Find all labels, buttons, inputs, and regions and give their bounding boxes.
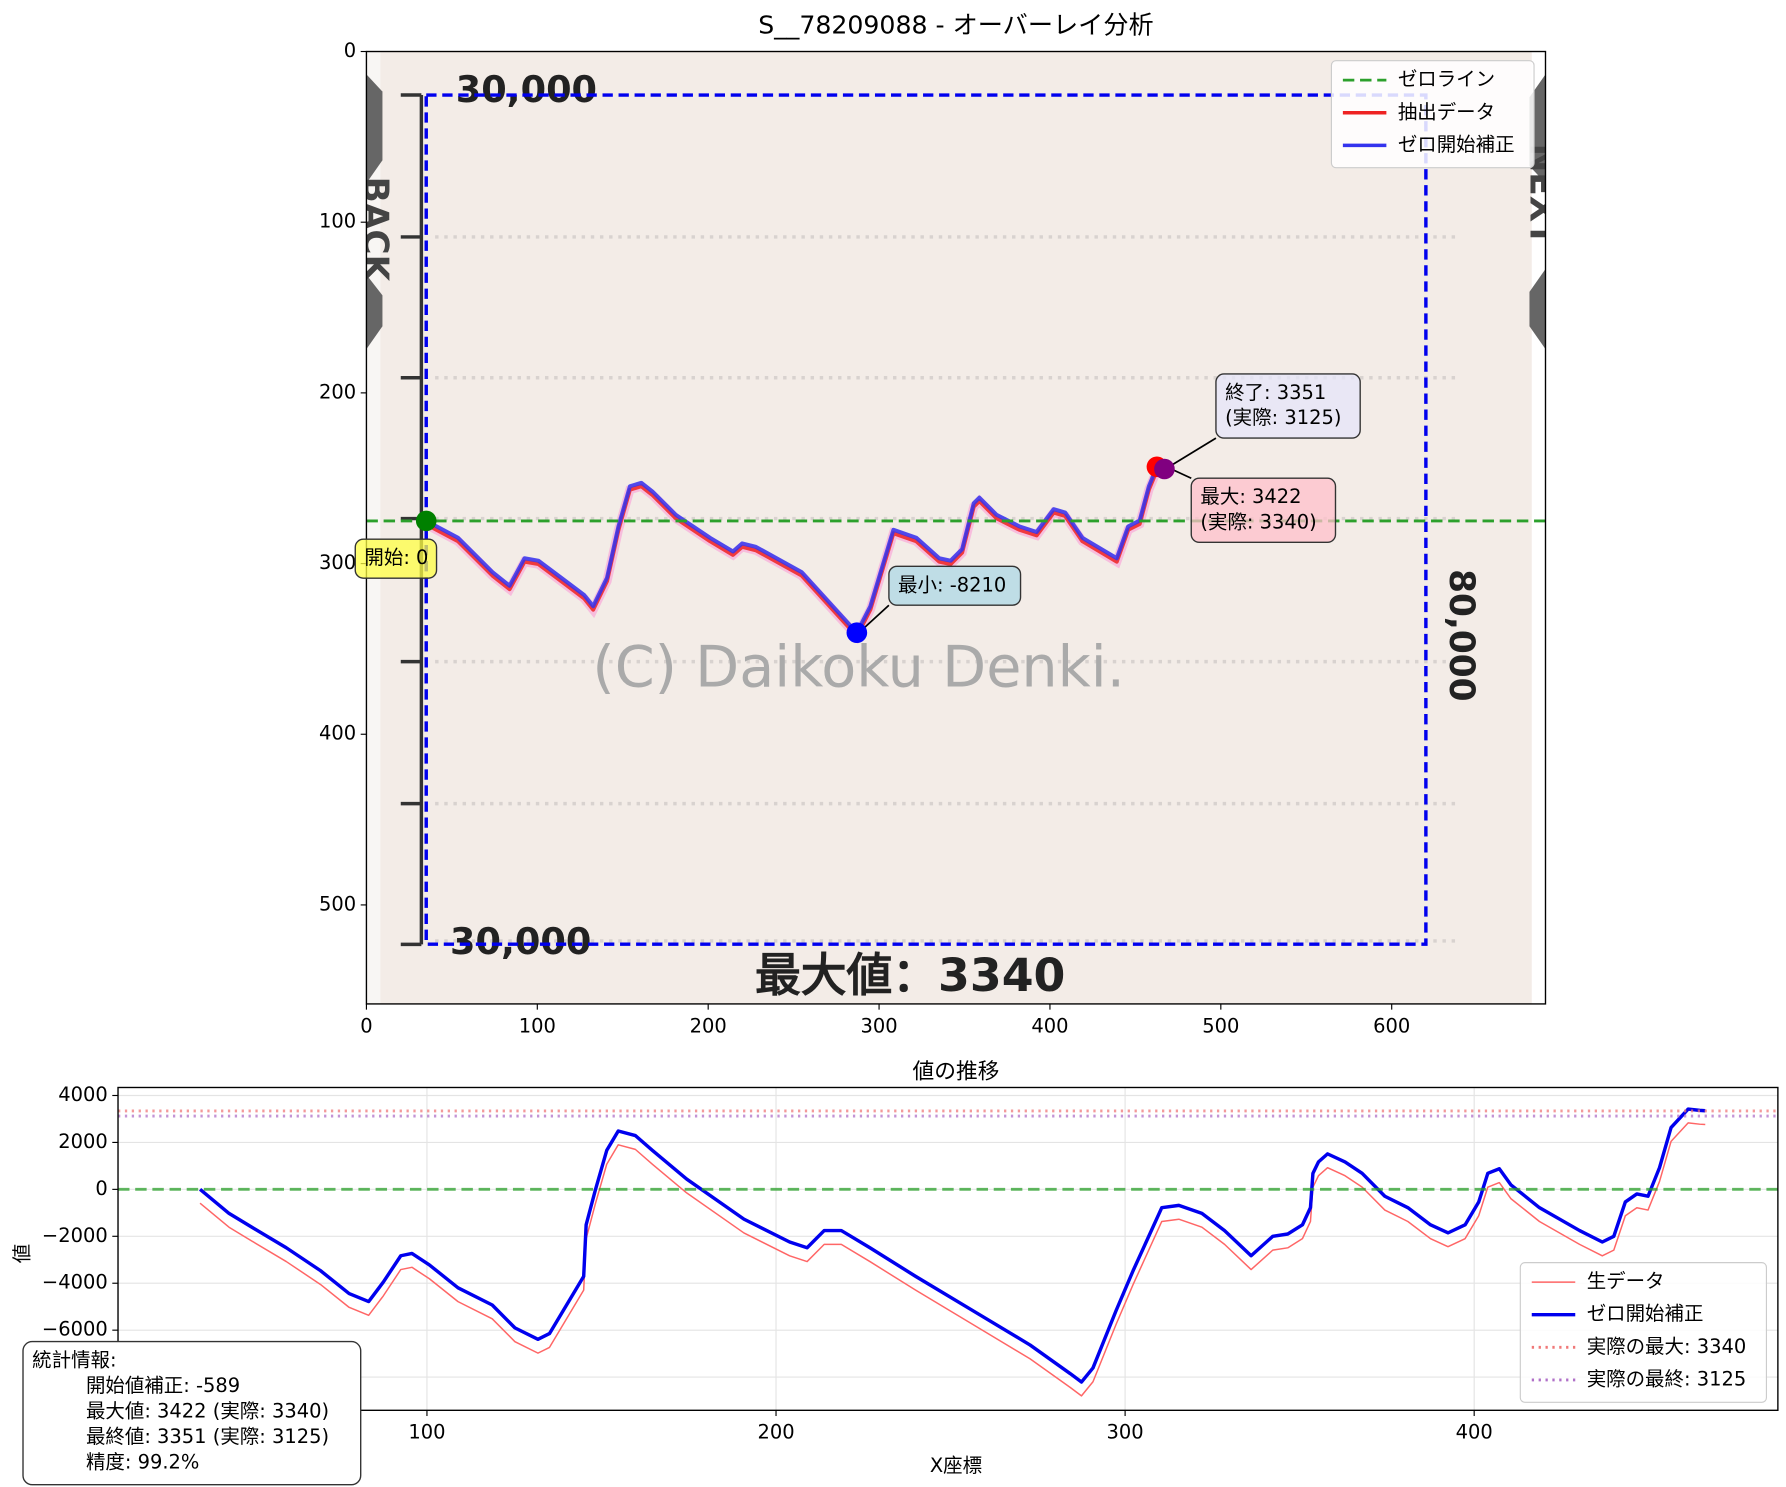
annotation-text: (実際: 3340) (1200, 510, 1316, 533)
axes-frame (117, 1086, 1779, 1411)
annotation-box (1215, 373, 1361, 439)
y-tick-label: 0 (344, 39, 356, 62)
x-tick-label: 400 (1456, 1421, 1493, 1444)
x-tick-label: 200 (757, 1421, 794, 1444)
chart-title: S__78209088 - オーバーレイ分析 (758, 10, 1153, 39)
point-marker (846, 622, 868, 643)
image-text: 30,000 (456, 68, 597, 111)
plot-content (118, 1087, 1778, 1411)
legend-label: ゼロ開始補正 (1398, 133, 1515, 156)
image-text: 最大値：3340 (755, 949, 1065, 1002)
annotation-box (354, 538, 438, 579)
image-background (380, 51, 1532, 1004)
annotation-box (1190, 477, 1337, 544)
annotation-arrow (860, 604, 890, 632)
legend-label: 実際の最大: 3340 (1587, 1335, 1747, 1358)
x-tick-label: 300 (1107, 1421, 1144, 1444)
plot-area: 30,000 30,000 (C) Daikoku Denki. 最大値：3340 80… (355, 51, 1546, 1004)
image-arrow (1529, 269, 1546, 350)
x-tick-label: 300 (860, 1014, 897, 1037)
point-marker (1154, 458, 1175, 480)
x-tick-label: 100 (519, 1014, 556, 1037)
y-tick-label: 500 (319, 892, 356, 915)
stats-line: 最終値: 3351 (実際: 3125) (86, 1425, 329, 1448)
stats-title: 統計情報: (32, 1349, 116, 1372)
stats-line: 最大値: 3422 (実際: 3340) (86, 1399, 329, 1422)
y-tick-label: −6000 (42, 1318, 108, 1341)
image-text: BACK (355, 177, 395, 283)
y-tick-label: 300 (319, 551, 356, 574)
y-tick-label: −2000 (42, 1224, 108, 1247)
legend-label: ゼロ開始補正 (1587, 1302, 1704, 1325)
annotation-text: 開始: 0 (364, 546, 428, 569)
x-tick-label: 500 (1202, 1014, 1239, 1037)
legend-label: 抽出データ (1398, 100, 1495, 123)
x-tick-label: 200 (690, 1014, 727, 1037)
y-axis-label: 値 (11, 1244, 34, 1263)
stats-box (22, 1340, 362, 1486)
annotation-box (888, 565, 1022, 606)
plot-content: 30,000 30,000 (C) Daikoku Denki. 最大値：3340 80… (355, 51, 1546, 1004)
legend-label: 実際の最終: 3125 (1587, 1367, 1747, 1390)
annotation-text: 最大: 3422 (1200, 485, 1301, 508)
axes-frame (365, 50, 1547, 1005)
y-tick-label: 0 (95, 1177, 107, 1200)
y-tick-label: 4000 (58, 1083, 108, 1106)
annotation-text: 最小: -8210 (898, 573, 1006, 596)
annotation-text: (実際: 3125) (1225, 406, 1341, 429)
y-tick-label: −4000 (42, 1271, 108, 1294)
y-tick-label: 400 (319, 722, 356, 745)
y-tick-label: 200 (319, 380, 356, 403)
stats-line: 開始値補正: -589 (86, 1374, 240, 1397)
x-axis-label: X座標 (930, 1454, 982, 1477)
image-arrow (366, 274, 383, 350)
annotation-arrow (1168, 437, 1217, 468)
annotation-text: 終了: 3351 (1225, 381, 1326, 404)
data-line (198, 1107, 1706, 1384)
x-tick-label: 100 (408, 1421, 445, 1444)
image-text: (C) Daikoku Denki. (592, 634, 1125, 700)
image-text: 30,000 (450, 920, 591, 963)
x-tick-label: 600 (1373, 1014, 1410, 1037)
y-tick-label: 2000 (58, 1130, 108, 1153)
image-text: 80,000 (1441, 569, 1481, 701)
legend-label: 生データ (1587, 1270, 1665, 1293)
x-tick-label: 0 (360, 1014, 372, 1037)
point-marker (415, 510, 437, 532)
chart-title: 値の推移 (912, 1060, 999, 1085)
y-tick-label: 100 (319, 210, 356, 233)
image-arrow (366, 74, 383, 184)
plot-area (118, 1087, 1778, 1411)
legend-label: ゼロライン (1398, 68, 1495, 91)
legend-box (1330, 60, 1535, 169)
axes-background (118, 1087, 1778, 1411)
legend-box (1519, 1262, 1767, 1403)
stats-line: 精度: 99.2% (86, 1450, 199, 1473)
data-line (199, 1122, 1706, 1397)
x-tick-label: 400 (1031, 1014, 1068, 1037)
